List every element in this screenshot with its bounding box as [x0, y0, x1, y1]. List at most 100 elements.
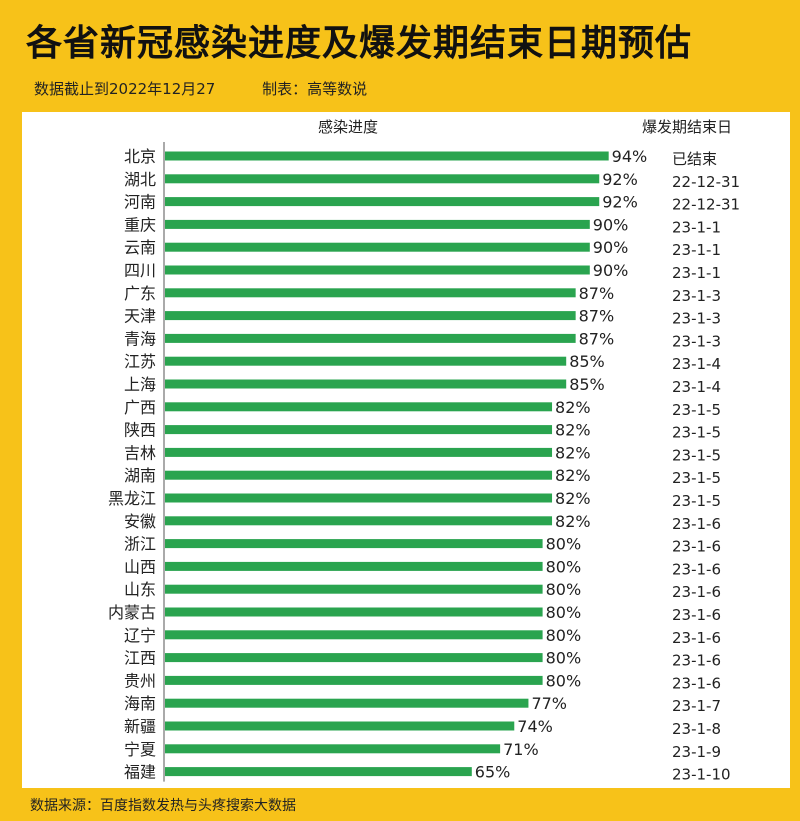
bar [165, 174, 600, 184]
category-label: 吉林 [124, 443, 156, 462]
bar [165, 698, 529, 708]
bar [165, 653, 543, 663]
value-label: 82% [555, 398, 591, 417]
category-label: 河南 [124, 193, 156, 212]
end-date-label: 23-1-6 [672, 583, 721, 601]
value-label: 77% [531, 694, 567, 713]
data-source: 数据来源：百度指数发热与头疼搜索大数据 [30, 798, 296, 814]
value-label: 82% [555, 512, 591, 531]
category-label: 重庆 [124, 215, 156, 234]
value-label: 80% [546, 671, 582, 690]
end-date-label: 23-1-9 [672, 743, 721, 761]
end-date-label: 23-1-1 [672, 241, 721, 259]
category-label: 福建 [124, 763, 156, 782]
category-label: 湖南 [124, 466, 156, 485]
value-label: 90% [593, 261, 629, 280]
value-label: 85% [569, 375, 605, 394]
end-date-label: 23-1-6 [672, 674, 721, 692]
value-label: 85% [569, 352, 605, 371]
value-label: 80% [546, 603, 582, 622]
bar [165, 561, 543, 571]
category-label: 广东 [124, 284, 156, 303]
bar [165, 470, 553, 480]
chart-maker: 制表：高等数说 [262, 80, 368, 98]
end-date-label: 23-1-1 [672, 264, 721, 282]
category-label: 湖北 [124, 170, 156, 189]
value-label: 90% [593, 215, 629, 234]
category-label: 陕西 [124, 421, 156, 440]
end-date-label: 22-12-31 [672, 196, 740, 214]
value-label: 92% [602, 170, 638, 189]
bar [165, 333, 576, 343]
category-label: 云南 [124, 238, 156, 257]
bar [165, 242, 590, 252]
end-date-label: 23-1-3 [672, 287, 721, 305]
category-label: 江苏 [124, 352, 156, 371]
category-label: 北京 [124, 147, 156, 166]
bar [165, 744, 501, 754]
bar [165, 539, 543, 549]
chart-panel: 感染进度 爆发期结束日 北京 94% 已结束 湖北 92% 22-12-31 河南 92% 22… [22, 112, 790, 788]
category-label: 山东 [124, 580, 156, 599]
bar [165, 607, 543, 617]
end-date-label: 23-1-7 [672, 697, 721, 715]
category-label: 新疆 [124, 717, 156, 736]
bar [165, 288, 576, 298]
category-label: 江西 [124, 649, 156, 668]
end-date-label: 23-1-5 [672, 492, 721, 510]
end-date-label: 已结束 [672, 150, 717, 168]
bar [165, 721, 515, 731]
end-date-label: 23-1-6 [672, 515, 721, 533]
value-label: 90% [593, 238, 629, 257]
value-label: 87% [579, 284, 615, 303]
category-label: 海南 [124, 694, 156, 713]
value-label: 94% [612, 147, 648, 166]
value-label: 92% [602, 193, 638, 212]
end-date-label: 23-1-6 [672, 560, 721, 578]
bar [165, 219, 590, 229]
category-label: 黑龙江 [108, 489, 156, 508]
end-date-label: 23-1-6 [672, 606, 721, 624]
category-label: 辽宁 [124, 626, 156, 645]
bar [165, 584, 543, 594]
end-date-label: 23-1-5 [672, 469, 721, 487]
chart-title: 各省新冠感染进度及爆发期结束日期预估 [26, 23, 693, 64]
category-label: 山西 [124, 557, 156, 576]
end-date-label: 23-1-4 [672, 355, 721, 373]
end-date-label: 23-1-5 [672, 424, 721, 442]
bar [165, 402, 553, 412]
category-label: 安徽 [124, 512, 156, 531]
end-date-label: 23-1-3 [672, 332, 721, 350]
bar [165, 265, 590, 275]
value-label: 80% [546, 580, 582, 599]
end-date-label: 23-1-1 [672, 218, 721, 236]
value-label: 80% [546, 557, 582, 576]
value-label: 87% [579, 329, 615, 348]
category-label: 浙江 [124, 535, 156, 554]
bar [165, 767, 472, 777]
chart-subtitle: 数据截止到2022年12月27 制表：高等数说 [34, 78, 367, 99]
value-label: 80% [546, 626, 582, 645]
category-label: 青海 [124, 329, 156, 348]
category-label: 天津 [124, 307, 156, 326]
category-label: 宁夏 [124, 740, 156, 759]
bar [165, 447, 553, 457]
category-label: 上海 [124, 375, 156, 394]
end-date-label: 23-1-10 [672, 766, 731, 784]
bar [165, 311, 576, 321]
category-label: 贵州 [124, 671, 156, 690]
bar [165, 425, 553, 435]
value-label: 74% [517, 717, 553, 736]
end-date-label: 23-1-5 [672, 446, 721, 464]
header-progress: 感染进度 [318, 118, 378, 136]
category-label: 内蒙古 [108, 603, 156, 622]
end-date-label: 23-1-8 [672, 720, 721, 738]
bar [165, 356, 567, 366]
end-date-label: 23-1-6 [672, 652, 721, 670]
bar [165, 516, 553, 526]
value-label: 80% [546, 649, 582, 668]
value-label: 82% [555, 443, 591, 462]
end-date-label: 22-12-31 [672, 173, 740, 191]
end-date-label: 23-1-3 [672, 310, 721, 328]
